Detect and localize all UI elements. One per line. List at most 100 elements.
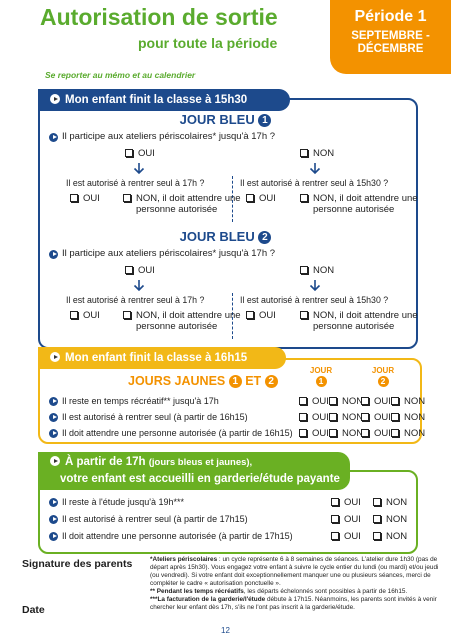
option: NON [391,396,425,407]
footnote-lead: *Ateliers périscolaires [150,556,218,563]
section-3-header: À partir de 17h (jours bleus et jaunes),… [38,452,350,490]
day-number: 2 [264,375,278,388]
checkbox [329,397,337,406]
option: NON [300,265,334,276]
checkbox [373,498,381,507]
option-label: NON [404,396,426,407]
row-label: Il est autorisé à rentrer seul (à partir… [62,412,248,422]
option: NON [373,531,407,542]
section-1-header: Mon enfant finit la classe à 15h30 [38,89,290,111]
option-label: OUI [83,310,100,321]
checkbox [300,311,308,320]
option-label: NON [386,497,408,508]
option-label: OUI [312,412,329,423]
checkbox [125,149,133,158]
arrow [309,163,321,175]
checkbox [361,397,369,406]
checkbox [299,413,307,422]
checkbox [123,194,131,203]
option: OUI [299,428,329,439]
row-label: Il doit attendre une personne autorisée … [62,428,293,438]
option: OUI [361,412,391,423]
option-label: NON [342,412,364,423]
day-number: 1 [228,375,242,388]
note: Se reporter au mémo et au calendrier [45,70,196,80]
option-label: NON [313,148,335,159]
arrow [133,280,145,292]
checkbox [329,413,337,422]
sub-question: Il est autorisé à rentrer seul à 15h30 ? [240,178,389,188]
column-label: JOUR [371,366,395,375]
option: NON, il doit attendre une personne autor… [123,310,246,332]
option: OUI [361,428,391,439]
row-label: Il est autorisé à rentrer seul (à partir… [62,514,248,524]
option-label: NON [404,428,426,439]
option: NON [391,412,425,423]
footnotes: *Ateliers périscolaires : un cycle repré… [150,556,442,612]
column-number: 2 [377,376,389,387]
bullet [49,498,58,507]
option: OUI [70,193,100,204]
checkbox [329,429,337,438]
period: Période 1 [354,8,427,25]
day-heading: JOUR BLEU 2 [0,229,451,244]
bullet [49,397,58,406]
option: NON [373,497,407,508]
footnote-text: débute à 17h15. Néanmoins, les parents s… [150,596,437,611]
option-label: OUI [374,412,391,423]
option: NON [329,396,363,407]
option-label: NON [313,265,335,276]
signature-label: Signature des parents [22,558,133,570]
bullet [49,250,58,259]
checkbox [300,266,308,275]
heading-label: JOURS JAUNES [128,374,226,388]
option: NON, il doit attendre une personne autor… [123,193,246,215]
option: OUI [299,412,329,423]
day-number: 1 [258,114,272,127]
option-label: OUI [312,428,329,439]
checkbox [299,429,307,438]
option: OUI [125,148,155,159]
section-3-title-line2: votre enfant est accueilli en garderie/é… [60,473,340,485]
sub-question: Il est autorisé à rentrer seul à 17h ? [66,295,205,305]
option: OUI [125,265,155,276]
checkbox [246,311,254,320]
option-label: OUI [259,193,276,204]
option: NON [329,428,363,439]
checkbox [70,194,78,203]
day-label: JOUR BLEU [179,112,255,127]
checkbox [125,266,133,275]
option: OUI [246,193,276,204]
arrow [309,280,321,292]
question: Il participe aux ateliers périscolaires*… [62,131,276,142]
option: OUI [331,497,361,508]
sub-question: Il est autorisé à rentrer seul à 15h30 ? [240,295,389,305]
checkbox [300,149,308,158]
footnote: *Ateliers périscolaires : un cycle repré… [150,556,442,588]
section-3-title: À partir de 17h [65,456,146,468]
yellow-heading: JOURS JAUNES 1 ET 2 [128,374,278,388]
option-label: NON, il doit attendre une personne autor… [313,310,418,332]
divider [232,293,233,339]
option-label: OUI [344,514,361,525]
checkbox [391,429,399,438]
day-label: JOUR BLEU [179,229,255,244]
option-label: OUI [344,531,361,542]
option: NON [373,514,407,525]
checkbox [373,515,381,524]
bullet [49,133,58,142]
row-label: Il doit attendre une personne autorisée … [62,531,293,541]
checkbox [331,515,339,524]
heading-and: ET [245,374,262,388]
option-label: NON, il doit attendre une personne autor… [136,193,241,215]
question: Il participe aux ateliers périscolaires*… [62,248,276,259]
checkbox [391,397,399,406]
date-label: Date [22,604,45,616]
day-heading: JOUR BLEU 1 [0,112,451,127]
checkbox [246,194,254,203]
checkbox [331,532,339,541]
checkbox [300,194,308,203]
footnote-lead: ** Pendant les temps récréatifs [150,588,244,595]
option: OUI [246,310,276,321]
checkbox [123,311,131,320]
